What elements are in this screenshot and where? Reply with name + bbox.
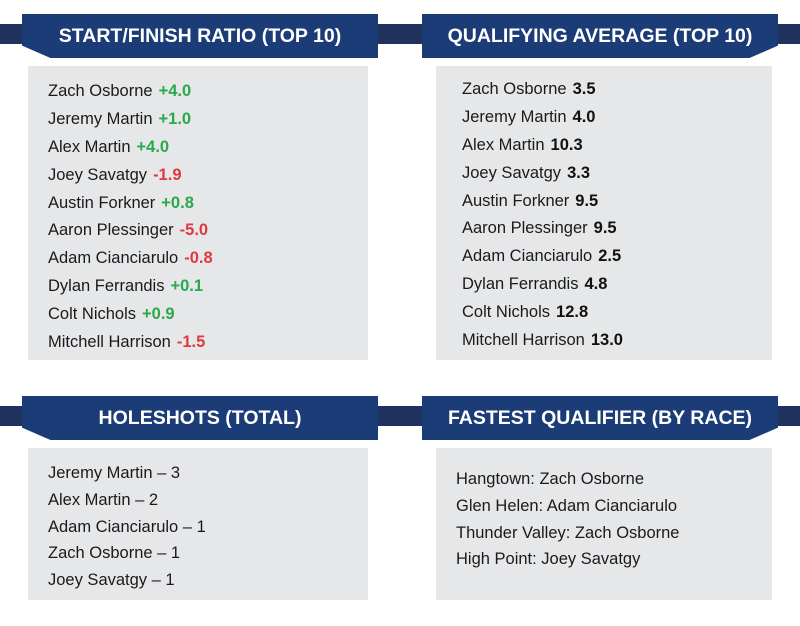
rider-name: Alex Martin [48, 137, 131, 156]
stat-value: +0.8 [161, 193, 194, 212]
list-item: Glen Helen: Adam Cianciarulo [456, 496, 678, 515]
start-finish-box: Zach Osborne +4.0 Jeremy Martin +1.0 Alex Ma… [28, 66, 368, 360]
stat-value: +0.1 [170, 277, 204, 296]
qualifying-list: Zach Osborne 3.5 Jeremy Martin 4.0 Alex Mart… [462, 76, 623, 355]
rider-name: Dylan Ferrandis [462, 275, 579, 294]
list-item: Aaron Plessinger -5.0 [48, 217, 213, 245]
list-item: Zach Osborne +4.0 [48, 78, 213, 106]
stat-value: 3.5 [572, 80, 596, 98]
rider-name: Joey Savatgy [462, 163, 562, 182]
fastest-panel: FASTEST QUALIFIER (BY RACE) Hangtown: Za… [390, 382, 800, 626]
holeshots-list: Jeremy Martin – 3 Alex Martin – 2 Adam Cia… [48, 460, 206, 594]
stat-value: 3.3 [567, 163, 590, 182]
list-item: Alex Martin 10.3 [462, 132, 623, 160]
stat-value: 4.8 [584, 275, 608, 294]
holeshots-panel: HOLESHOTS (TOTAL) Jeremy Martin – 3 Alex … [0, 382, 410, 626]
holeshots-title: HOLESHOTS (TOTAL) [22, 396, 378, 440]
list-item: Adam Cianciarulo – 1 [48, 517, 206, 536]
rider-name: Aaron Plessinger [462, 219, 588, 238]
rider-name: Jeremy Martin [48, 109, 153, 128]
list-item: Alex Martin – 2 [48, 490, 159, 509]
qualifying-title: QUALIFYING AVERAGE (TOP 10) [422, 14, 778, 58]
list-item: Hangtown: Zach Osborne [456, 470, 645, 488]
list-item: Zach Osborne – 1 [48, 544, 181, 563]
list-item: Aaron Plessinger 9.5 [462, 215, 623, 243]
stat-value: 10.3 [550, 135, 583, 154]
rider-name: Mitchell Harrison [462, 331, 585, 350]
stat-value: -5.0 [179, 221, 209, 240]
list-item: Joey Savatgy – 1 [48, 571, 175, 590]
list-item: Jeremy Martin – 3 [48, 464, 181, 482]
stat-value: 12.8 [556, 303, 589, 322]
rider-name: Aaron Plessinger [48, 221, 174, 240]
rider-name: Zach Osborne [48, 82, 153, 100]
list-item: Austin Forkner 9.5 [462, 188, 623, 216]
list-item: Joey Savatgy 3.3 [462, 160, 623, 188]
holeshots-box: Jeremy Martin – 3 Alex Martin – 2 Adam Cia… [28, 448, 368, 600]
list-item: Adam Cianciarulo -0.8 [48, 245, 213, 273]
stat-value: 13.0 [590, 331, 623, 350]
rider-name: Mitchell Harrison [48, 333, 171, 352]
list-item: Jeremy Martin +1.0 [48, 106, 213, 134]
fastest-list: Hangtown: Zach Osborne Glen Helen: Adam C… [456, 466, 679, 573]
stat-value: 4.0 [572, 107, 596, 126]
stat-value: -1.5 [176, 333, 206, 352]
rider-name: Zach Osborne [462, 80, 567, 98]
list-item: Mitchell Harrison -1.5 [48, 329, 213, 357]
list-item: Colt Nichols 12.8 [462, 299, 623, 327]
start-finish-panel: START/FINISH RATIO (TOP 10) Zach Osborne… [0, 0, 410, 370]
qualifying-box: Zach Osborne 3.5 Jeremy Martin 4.0 Alex Mart… [436, 66, 772, 360]
list-item: Colt Nichols +0.9 [48, 301, 213, 329]
rider-name: Jeremy Martin [462, 107, 567, 126]
list-item: Jeremy Martin 4.0 [462, 104, 623, 132]
list-item: Dylan Ferrandis +0.1 [48, 273, 213, 301]
rider-name: Colt Nichols [48, 305, 137, 324]
list-item: High Point: Joey Savatgy [456, 550, 641, 569]
list-item: Alex Martin +4.0 [48, 134, 213, 162]
rider-name: Austin Forkner [462, 191, 570, 210]
stat-value: 2.5 [598, 247, 622, 266]
start-finish-list: Zach Osborne +4.0 Jeremy Martin +1.0 Alex Ma… [48, 78, 213, 357]
rider-name: Austin Forkner [48, 193, 156, 212]
stat-value: +0.9 [142, 305, 175, 324]
list-item: Adam Cianciarulo 2.5 [462, 243, 623, 271]
stat-value: +4.0 [158, 82, 192, 100]
rider-name: Adam Cianciarulo [48, 249, 179, 268]
stat-value: +1.0 [158, 109, 192, 128]
rider-name: Colt Nichols [462, 303, 551, 322]
fastest-box: Hangtown: Zach Osborne Glen Helen: Adam C… [436, 448, 772, 600]
rider-name: Joey Savatgy [48, 165, 148, 184]
stat-value: +4.0 [136, 137, 170, 156]
list-item: Mitchell Harrison 13.0 [462, 327, 623, 355]
list-item: Austin Forkner +0.8 [48, 190, 213, 218]
list-item: Zach Osborne 3.5 [462, 76, 623, 104]
rider-name: Dylan Ferrandis [48, 277, 165, 296]
list-item: Dylan Ferrandis 4.8 [462, 271, 623, 299]
rider-name: Alex Martin [462, 135, 545, 154]
stat-value: -0.8 [184, 249, 213, 268]
rider-name: Adam Cianciarulo [462, 247, 593, 266]
list-item: Thunder Valley: Zach Osborne [456, 523, 680, 542]
list-item: Joey Savatgy -1.9 [48, 162, 213, 190]
qualifying-panel: QUALIFYING AVERAGE (TOP 10) Zach Osborne… [390, 0, 800, 370]
stat-value: 9.5 [575, 191, 599, 210]
start-finish-title: START/FINISH RATIO (TOP 10) [22, 14, 378, 58]
fastest-title: FASTEST QUALIFIER (BY RACE) [422, 396, 778, 440]
stat-value: -1.9 [153, 165, 182, 184]
stat-value: 9.5 [593, 219, 617, 238]
